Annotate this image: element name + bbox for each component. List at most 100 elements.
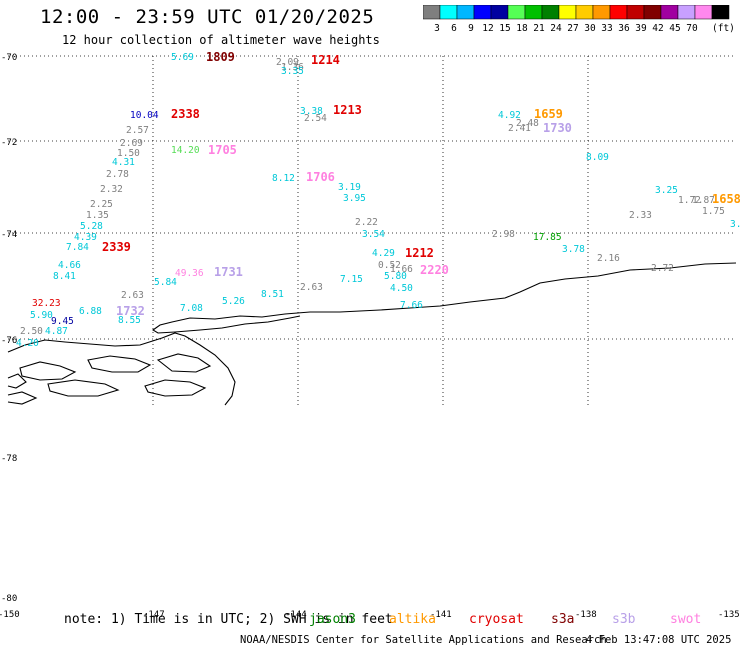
wave-height-label: 2.69 bbox=[120, 138, 143, 149]
wave-height-label: 3.19 bbox=[338, 182, 361, 193]
wave-height-label: 1.72 bbox=[678, 195, 701, 206]
wave-height-label: 2.33 bbox=[629, 210, 652, 221]
scale-swatch bbox=[677, 5, 696, 20]
scale-tick-label: 15 bbox=[499, 23, 510, 34]
longitude-label: -144 bbox=[285, 610, 307, 620]
pass-time-label: 1731 bbox=[214, 265, 243, 279]
color-scale-legend: 3 6 9 12 15 18 21 24 27 30 33 36 39 42 45 70 (ft) bbox=[423, 5, 735, 34]
scale-swatch bbox=[439, 5, 458, 20]
page-title: 12:00 - 23:59 UTC 01/20/2025 bbox=[40, 6, 375, 28]
wave-height-label: 3.95 bbox=[343, 193, 366, 204]
wave-height-label: 3.25 bbox=[655, 185, 678, 196]
island bbox=[7, 373, 27, 389]
wave-height-label: 4.50 bbox=[390, 283, 413, 294]
scale-tick-label: 39 bbox=[635, 23, 647, 34]
wave-height-label: 4.31 bbox=[112, 157, 135, 168]
longitude-labels: -150 -147 -144 -141 -138 -135 bbox=[0, 610, 740, 620]
longitude-label: -141 bbox=[430, 610, 452, 620]
wave-height-label: 4.20 bbox=[16, 338, 39, 349]
satellite-legend-cryosat: cryosat bbox=[469, 612, 524, 627]
graticule bbox=[8, 55, 733, 407]
longitude-label: -147 bbox=[143, 610, 165, 620]
wave-height-label: 1.50 bbox=[117, 148, 140, 159]
satellite-legend-swot: swot bbox=[670, 612, 702, 627]
scale-swatch bbox=[558, 5, 577, 20]
footer-note: note: 1) Time is in UTC; 2) SWH is in fe… bbox=[64, 612, 701, 627]
wave-height-label: 8.51 bbox=[261, 289, 284, 300]
coastline-south bbox=[7, 332, 236, 406]
scale-tick-label: 24 bbox=[550, 23, 562, 34]
scale-swatch bbox=[524, 5, 543, 20]
scale-tick-label: 36 bbox=[618, 23, 630, 34]
wave-height-label: 2.09 bbox=[276, 57, 299, 68]
wave-height-label: 2.72 bbox=[651, 263, 674, 274]
wave-height-label: 5.28 bbox=[80, 221, 103, 232]
scale-tick-label: 18 bbox=[516, 23, 528, 34]
wave-height-label: 2.54 bbox=[304, 113, 327, 124]
scale-swatch bbox=[456, 5, 475, 20]
scale-tick-label: 6 bbox=[451, 23, 457, 34]
wave-height-label: 7.66 bbox=[400, 300, 423, 311]
scale-tick-label: 42 bbox=[652, 23, 663, 34]
island bbox=[156, 353, 212, 373]
credit-line: NOAA/NESDIS Center for Satellite Applica… bbox=[240, 634, 607, 646]
wave-height-labels: 5.69 1809 2.091.363.35 1214 10.04 2338 2.57 2.6… bbox=[16, 50, 740, 349]
island bbox=[7, 391, 38, 405]
wave-height-label: 2.78 bbox=[106, 169, 129, 180]
pass-time-label: 1706 bbox=[306, 170, 335, 184]
wave-height-label: 3.35 bbox=[281, 66, 304, 77]
coastline bbox=[7, 262, 737, 406]
pass-time-label: 1809 bbox=[206, 50, 235, 64]
wave-height-label: 8.09 bbox=[586, 152, 609, 163]
wave-height-label: 4.92 bbox=[498, 110, 521, 121]
island bbox=[19, 361, 77, 381]
latitude-labels: -70 -72 -74 -76 -78 -80 bbox=[1, 53, 17, 604]
latitude-label: -78 bbox=[1, 454, 17, 464]
scale-tick-label: 12 bbox=[482, 23, 493, 34]
island bbox=[144, 379, 207, 397]
wave-height-label: 4.29 bbox=[372, 248, 395, 259]
wave-height-label: 2.16 bbox=[597, 253, 620, 264]
wave-height-label: 6.88 bbox=[79, 306, 102, 317]
page-subtitle: 12 hour collection of altimeter wave hei… bbox=[62, 33, 380, 47]
scale-swatch bbox=[626, 5, 645, 20]
wave-height-label: 2.22 bbox=[355, 217, 378, 228]
wave-height-label: 2.32 bbox=[100, 184, 123, 195]
pass-time-label: 1212 bbox=[405, 246, 434, 260]
wave-height-label: 2.63 bbox=[300, 282, 323, 293]
wave-height-label: 2.63 bbox=[121, 290, 144, 301]
wave-height-label: 4.66 bbox=[58, 260, 81, 271]
scale-swatch bbox=[507, 5, 526, 20]
wave-height-label: 2.98 bbox=[492, 229, 515, 240]
pass-time-label: 1658 bbox=[712, 192, 740, 206]
wave-height-label: 5.90 bbox=[30, 310, 53, 321]
wave-height-label: 5.84 bbox=[154, 277, 177, 288]
pass-time-label: 2220 bbox=[420, 263, 449, 277]
scale-swatch bbox=[541, 5, 560, 20]
pass-time-label: 2339 bbox=[102, 240, 131, 254]
pass-time-label: 1730 bbox=[543, 121, 572, 135]
scale-tick-label: 27 bbox=[567, 23, 578, 34]
wave-height-label: 7.15 bbox=[340, 274, 363, 285]
wave-height-label: 3.38 bbox=[300, 106, 323, 117]
scale-swatch bbox=[592, 5, 611, 20]
scale-swatch bbox=[473, 5, 492, 20]
pass-time-label: 2338 bbox=[171, 107, 200, 121]
wave-height-label: 2.41 bbox=[508, 123, 531, 134]
wave-height-label: 9.45 bbox=[51, 316, 74, 327]
latitude-label: -72 bbox=[1, 138, 17, 148]
pass-time-label: 1705 bbox=[208, 143, 237, 157]
pass-time-label: 1214 bbox=[311, 53, 340, 67]
pass-time-label: 1732 bbox=[116, 304, 145, 318]
satellite-legend-jason3: jason3 bbox=[309, 612, 356, 627]
wave-height-label: 2.25 bbox=[90, 199, 113, 210]
wave-height-label: 10.04 bbox=[130, 110, 159, 121]
wave-height-label: 1.66 bbox=[390, 264, 413, 275]
wave-height-label: 1.87 bbox=[692, 195, 715, 206]
wave-height-label: 5.80 bbox=[384, 271, 407, 282]
scale-swatch bbox=[609, 5, 628, 20]
wave-height-label: 4.87 bbox=[45, 326, 68, 337]
satellite-legend-s3a: s3a bbox=[551, 612, 575, 627]
scale-swatch bbox=[660, 5, 679, 20]
